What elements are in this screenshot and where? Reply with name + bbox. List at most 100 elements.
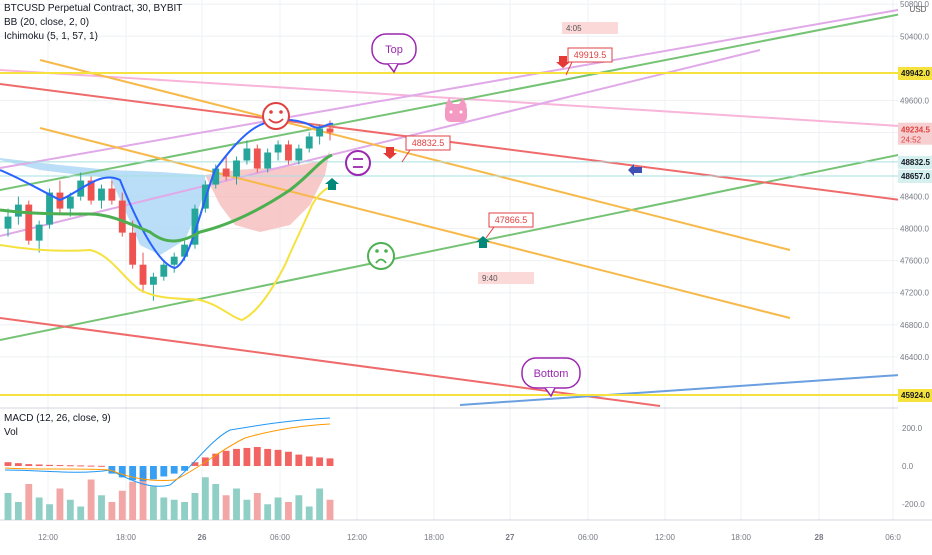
volume-bar bbox=[66, 499, 74, 520]
time-tick-label: 06:00 bbox=[578, 533, 599, 542]
candle-body bbox=[46, 192, 53, 225]
candle-body bbox=[170, 256, 178, 265]
trend-lines bbox=[0, 3, 932, 407]
pig-icon-ear bbox=[445, 98, 453, 106]
sad-face-eye bbox=[384, 249, 388, 253]
candle-body bbox=[212, 168, 220, 185]
macd-bar bbox=[108, 466, 116, 474]
note-48832-box bbox=[405, 135, 451, 151]
candle bbox=[170, 252, 178, 273]
volume-bar bbox=[14, 502, 22, 520]
candle-body bbox=[316, 128, 324, 137]
volume-bar bbox=[98, 495, 105, 520]
volume-bar bbox=[264, 504, 272, 520]
sad-face-mouth bbox=[375, 258, 387, 264]
pig-icon-eye bbox=[459, 110, 463, 114]
macd-pane: 200.0 0.0 -200.0 bbox=[4, 417, 925, 520]
price-tick-label: 49600.0 bbox=[900, 96, 929, 105]
volume-bar bbox=[139, 470, 147, 520]
macd-tick-label: 200.0 bbox=[902, 424, 923, 433]
macd-tick-label: 0.0 bbox=[902, 462, 914, 471]
price-tag-bg bbox=[898, 389, 932, 402]
trendline-green-1 bbox=[0, 7, 932, 191]
time-axis: 12:00 18:00 26 06:00 12:00 18:00 27 06:00 12:00 1… bbox=[0, 519, 932, 542]
candle-body bbox=[191, 208, 199, 245]
sad-face-eye bbox=[375, 249, 379, 253]
candle-body bbox=[35, 224, 43, 241]
time-tick-label: 27 bbox=[506, 533, 515, 542]
time-tick-label: 12:00 bbox=[38, 533, 59, 542]
price-tick-label: 50800.0 bbox=[900, 0, 929, 9]
price-tag-label: 49942.0 bbox=[901, 69, 930, 78]
volume-bar bbox=[118, 490, 126, 520]
time-box-405 bbox=[562, 22, 618, 34]
pig-icon bbox=[445, 98, 467, 122]
macd-bar bbox=[46, 464, 53, 466]
price-tag-bg bbox=[898, 169, 932, 183]
price-tick-label: 47200.0 bbox=[900, 289, 929, 298]
price-tag-countdown: 24:52 bbox=[901, 136, 922, 145]
macd-bar bbox=[77, 465, 85, 467]
macd-bar bbox=[222, 450, 230, 466]
volume-bar bbox=[170, 499, 178, 520]
candle-body bbox=[149, 276, 157, 285]
candle-body bbox=[264, 152, 272, 169]
candle-body bbox=[98, 188, 105, 201]
candle bbox=[191, 204, 199, 249]
volume-bar bbox=[46, 504, 53, 520]
candle bbox=[139, 252, 147, 293]
legend-ichimoku[interactable]: Ichimoku (5, 1, 57, 1) bbox=[4, 31, 98, 42]
candle bbox=[56, 180, 64, 213]
trendline-orange-2 bbox=[39, 127, 791, 319]
candle-body bbox=[243, 148, 251, 161]
price-axis-bg bbox=[898, 0, 932, 550]
legend-bb[interactable]: BB (20, close, 2, 0) bbox=[4, 17, 90, 28]
candle bbox=[129, 220, 137, 269]
trendline-blue bbox=[459, 374, 901, 406]
note-48832-label: 48832.5 bbox=[412, 138, 445, 148]
time-tick-label: 28 bbox=[815, 533, 824, 542]
candle-body bbox=[4, 216, 12, 229]
note-49919: 49919.5 bbox=[567, 47, 613, 63]
volume-bar bbox=[181, 502, 189, 520]
annotations: Top Bottom 49919.5 48832.5 47866.5 4:05 9:40 bbox=[262, 22, 642, 398]
bb-upper-line bbox=[0, 118, 334, 270]
price-tag-bg bbox=[898, 67, 932, 80]
smiley-face-eye bbox=[279, 110, 283, 114]
volume-bar bbox=[191, 493, 199, 520]
bottom-bubble: Bottom bbox=[521, 357, 581, 398]
legend-macd[interactable]: MACD (12, 26, close, 9) bbox=[4, 413, 111, 424]
smiley-face-mouth bbox=[268, 118, 284, 124]
macd-bar bbox=[56, 465, 64, 467]
candle-body bbox=[253, 148, 261, 169]
signal-line bbox=[4, 423, 331, 481]
trendline-orange-1 bbox=[39, 59, 791, 251]
time-tick-label: 12:00 bbox=[347, 533, 368, 542]
note-47866: 47866.5 bbox=[488, 212, 534, 228]
macd-bar bbox=[87, 465, 95, 467]
candle-body bbox=[108, 188, 116, 201]
sad-face bbox=[367, 242, 395, 270]
volume-bar bbox=[108, 502, 116, 520]
price-tag-label: 48657.0 bbox=[901, 172, 930, 181]
sell-arrow-2 bbox=[383, 147, 397, 159]
volume-bar bbox=[129, 481, 137, 520]
trendline-red-1 bbox=[0, 83, 932, 205]
candle bbox=[274, 140, 282, 161]
legend-symbol[interactable]: BTCUSD Perpetual Contract, 30, BYBIT bbox=[4, 3, 183, 14]
volume-bar bbox=[35, 497, 43, 520]
price-axis: USD50800.050400.049600.049200.048400.048… bbox=[898, 0, 932, 550]
legend-vol[interactable]: Vol bbox=[4, 427, 18, 438]
candle-body bbox=[326, 128, 334, 133]
volume-bar bbox=[253, 493, 261, 520]
price-tick-label: 46400.0 bbox=[900, 353, 929, 362]
macd-bar bbox=[191, 462, 199, 466]
candle bbox=[118, 192, 126, 237]
volume-bar bbox=[201, 477, 209, 520]
note-49919-label: 49919.5 bbox=[574, 50, 607, 60]
price-tag-label: 49234.5 bbox=[901, 126, 930, 135]
macd-bar bbox=[35, 464, 43, 466]
candle bbox=[264, 148, 272, 173]
